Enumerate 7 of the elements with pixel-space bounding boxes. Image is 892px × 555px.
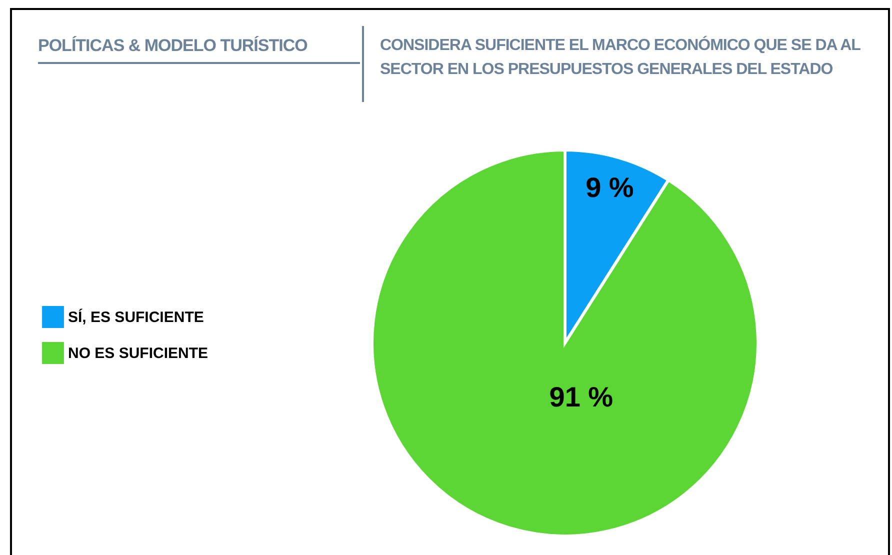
chart-title: POLÍTICAS & MODELO TURÍSTICO <box>38 36 360 64</box>
chart-subtitle: CONSIDERA SUFICIENTE EL MARCO ECONÓMICO QUE SE DA AL SECTOR EN LOS PRESUPUESTOS GENERALES DEL ESTADO <box>362 26 882 102</box>
data-label: 91 % <box>549 382 614 413</box>
data-label: 9 % <box>586 172 634 204</box>
legend-label: NO ES SUFICIENTE <box>68 345 208 362</box>
legend-label: SÍ, ES SUFICIENTE <box>68 308 204 326</box>
pie-slice <box>370 148 760 538</box>
